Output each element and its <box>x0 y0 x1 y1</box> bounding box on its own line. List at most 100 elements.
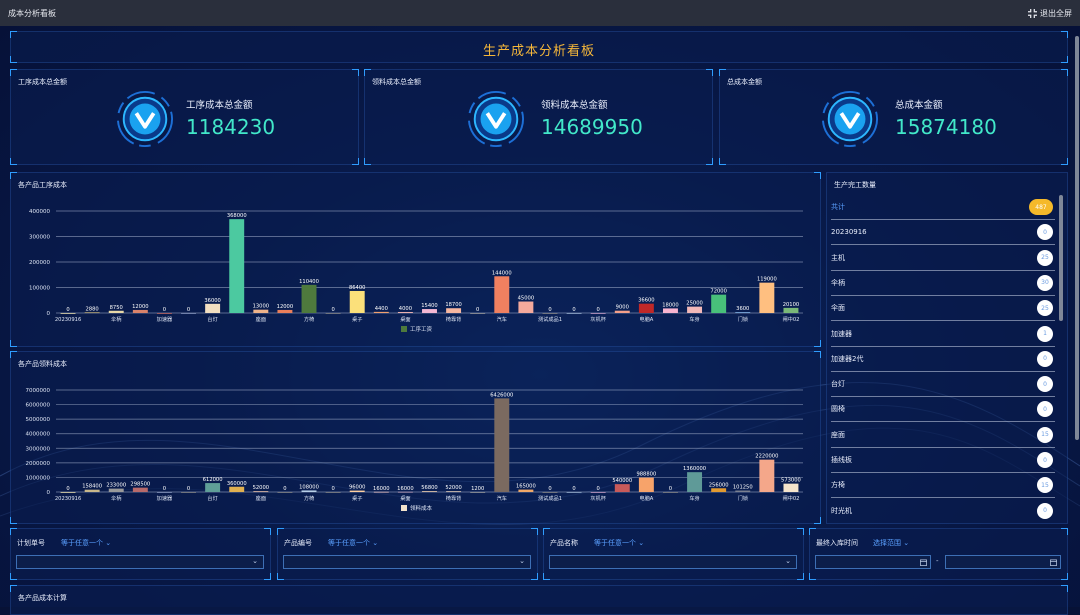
bar[interactable] <box>687 306 703 313</box>
completion-scrollbar[interactable] <box>1059 195 1063 321</box>
completion-row[interactable]: 插线板 0 <box>831 448 1055 473</box>
filter-operator-dropdown[interactable]: 等于任意一个 ⌄ <box>328 539 379 547</box>
chevron-down-icon: ⌄ <box>785 557 791 565</box>
x-tick-label: 加速器 <box>157 315 173 323</box>
bar[interactable] <box>60 492 76 493</box>
bar[interactable] <box>132 309 148 313</box>
completion-row[interactable]: 加速器2代 0 <box>831 347 1055 372</box>
bar[interactable] <box>687 472 703 492</box>
filter-select[interactable]: ⌄ <box>16 555 264 569</box>
bar[interactable] <box>566 313 582 314</box>
bar[interactable] <box>84 489 100 492</box>
bar[interactable] <box>711 488 727 492</box>
completion-row[interactable]: 时光机 0 <box>831 499 1055 523</box>
bar[interactable] <box>422 491 437 492</box>
completion-row[interactable]: 加速器 1 <box>831 322 1055 347</box>
bar[interactable] <box>542 492 558 493</box>
chart-legend[interactable]: 领料成本 <box>401 504 433 512</box>
bar[interactable] <box>759 459 775 492</box>
completion-row[interactable]: 座面 15 <box>831 423 1055 448</box>
exit-fullscreen-button[interactable]: 退出全屏 <box>1028 8 1072 19</box>
bar[interactable] <box>229 486 245 492</box>
completion-row[interactable]: 伞面 25 <box>831 296 1055 322</box>
completion-row[interactable]: 圆椅 0 <box>831 397 1055 423</box>
bar[interactable] <box>84 312 100 314</box>
bar-value-label: 0 <box>187 486 190 492</box>
bar[interactable] <box>373 311 389 313</box>
bar[interactable] <box>60 313 76 314</box>
bar[interactable] <box>446 491 462 493</box>
bar[interactable] <box>301 284 317 313</box>
bar[interactable] <box>181 313 197 314</box>
bar[interactable] <box>205 303 221 313</box>
bar[interactable] <box>349 490 365 492</box>
bar[interactable] <box>422 309 437 313</box>
bar[interactable] <box>735 490 751 492</box>
material-cost-bar-chart: 0 1000000 2000000 3000000 4000000 5000000 6000… <box>26 388 803 512</box>
bar[interactable] <box>325 492 341 493</box>
bar[interactable] <box>301 490 317 492</box>
completion-row[interactable]: 台灯 0 <box>831 372 1055 398</box>
bar[interactable] <box>735 312 751 313</box>
bar[interactable] <box>277 309 293 313</box>
bar[interactable] <box>614 310 630 313</box>
filter-operator-dropdown[interactable]: 等于任意一个 ⌄ <box>61 539 112 547</box>
bar[interactable] <box>229 219 245 313</box>
bar[interactable] <box>590 313 606 314</box>
date-end-input[interactable] <box>945 555 1061 569</box>
bar[interactable] <box>590 492 606 493</box>
bar-value-label: 36000 <box>204 298 221 304</box>
bar[interactable] <box>397 491 413 493</box>
bar[interactable] <box>614 484 630 492</box>
bar[interactable] <box>638 303 654 313</box>
chart-legend[interactable]: 工序工资 <box>401 325 433 333</box>
bar[interactable] <box>638 477 654 492</box>
bar[interactable] <box>132 487 148 492</box>
bar[interactable] <box>156 313 172 314</box>
bar[interactable] <box>397 311 413 313</box>
v-logo-icon <box>821 90 879 148</box>
date-start-input[interactable] <box>815 555 931 569</box>
bar[interactable] <box>542 313 558 314</box>
bar[interactable] <box>494 398 510 492</box>
bar[interactable] <box>156 492 172 493</box>
bar[interactable] <box>470 313 486 314</box>
bar[interactable] <box>518 301 534 313</box>
bar[interactable] <box>325 313 341 314</box>
bar[interactable] <box>518 489 534 492</box>
bar[interactable] <box>446 308 462 313</box>
bar[interactable] <box>566 492 582 493</box>
completion-row[interactable]: 20230916 0 <box>831 220 1055 246</box>
page-scrollbar[interactable] <box>1075 36 1079 440</box>
filter-select[interactable]: ⌄ <box>283 555 531 569</box>
y-tick-label: 4000000 <box>26 432 51 438</box>
bar[interactable] <box>205 483 221 492</box>
bar[interactable] <box>662 492 678 493</box>
bar[interactable] <box>108 488 124 492</box>
bar-value-label: 360000 <box>227 481 247 487</box>
completion-row[interactable]: 主机 25 <box>831 246 1055 271</box>
completion-row[interactable]: 共计 487 <box>831 195 1055 220</box>
bar[interactable] <box>759 282 775 313</box>
filter-range-dropdown[interactable]: 选择范围 ⌄ <box>873 539 910 547</box>
filter-select[interactable]: ⌄ <box>549 555 797 569</box>
x-tick-label: 门锁 <box>738 315 748 323</box>
bar[interactable] <box>373 491 389 493</box>
x-tick-label: 灰机杯 <box>590 315 606 323</box>
completion-row[interactable]: 方椅 15 <box>831 473 1055 499</box>
completion-row[interactable]: 伞柄 30 <box>831 271 1055 296</box>
bar[interactable] <box>662 308 678 313</box>
bar[interactable] <box>277 492 293 493</box>
bar[interactable] <box>181 492 197 493</box>
filter-operator-dropdown[interactable]: 等于任意一个 ⌄ <box>594 539 645 547</box>
bar[interactable] <box>349 290 365 313</box>
x-tick-label: 台灯 <box>207 315 217 323</box>
bar[interactable] <box>108 310 124 313</box>
bar[interactable] <box>470 491 486 493</box>
bar[interactable] <box>783 307 799 313</box>
bar[interactable] <box>783 483 799 492</box>
bar[interactable] <box>494 276 510 313</box>
bar[interactable] <box>253 491 269 493</box>
bar[interactable] <box>253 309 269 313</box>
bar[interactable] <box>711 294 727 313</box>
